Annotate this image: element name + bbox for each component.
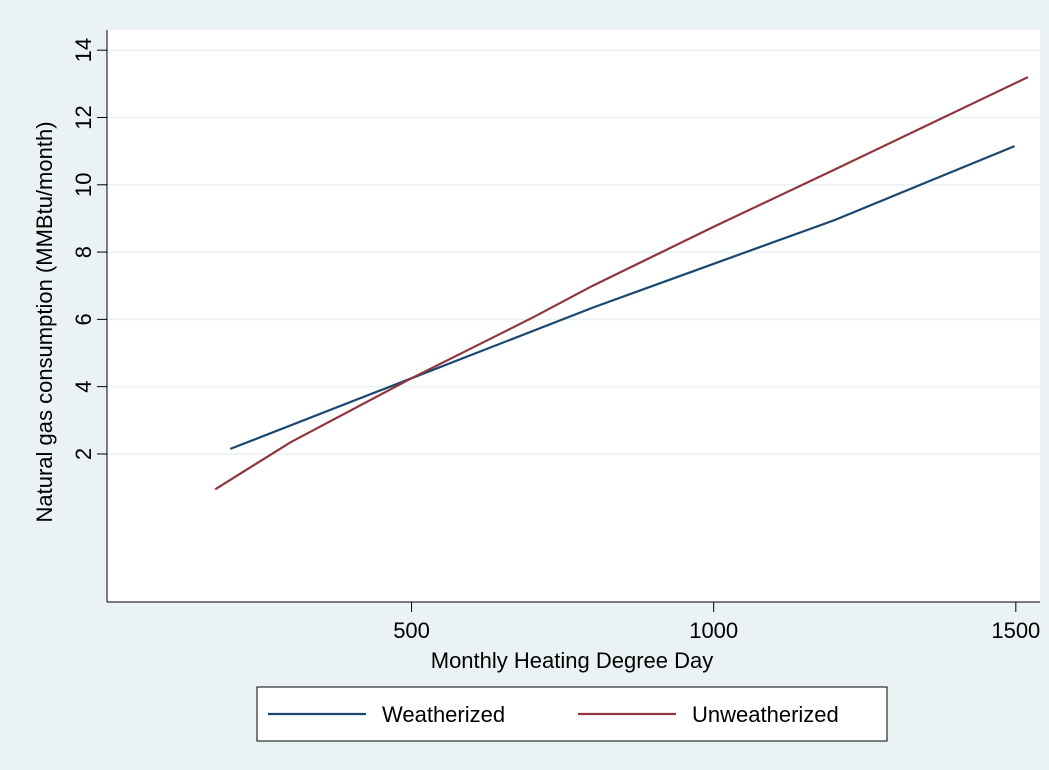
series-line-weatherized [229,145,1016,450]
x-tick-label: 1500 [991,618,1040,643]
y-tick-label: 8 [71,246,96,258]
series-lines [214,76,1029,491]
x-tick-label: 1000 [689,618,738,643]
gridlines [107,49,1040,455]
x-axis: 500 1000 1500 [107,601,1040,643]
y-tick-label: 14 [71,38,96,62]
legend-label-unweatherized: Unweatherized [692,702,839,727]
y-tick-label: 2 [71,448,96,460]
y-tick-label: 10 [71,173,96,197]
y-tick-label: 4 [71,381,96,393]
series-line-unweatherized [214,76,1029,491]
y-tick-label: 6 [71,313,96,325]
legend: Weatherized Unweatherized [256,686,888,742]
x-tick-label: 500 [393,618,430,643]
y-tick-label: 12 [71,105,96,129]
y-axis: 2 4 6 8 10 12 14 [71,30,108,602]
y-axis-label: Natural gas consumption (MMBtu/month) [32,121,57,522]
legend-label-weatherized: Weatherized [382,702,505,727]
x-axis-label: Monthly Heating Degree Day [431,648,713,673]
